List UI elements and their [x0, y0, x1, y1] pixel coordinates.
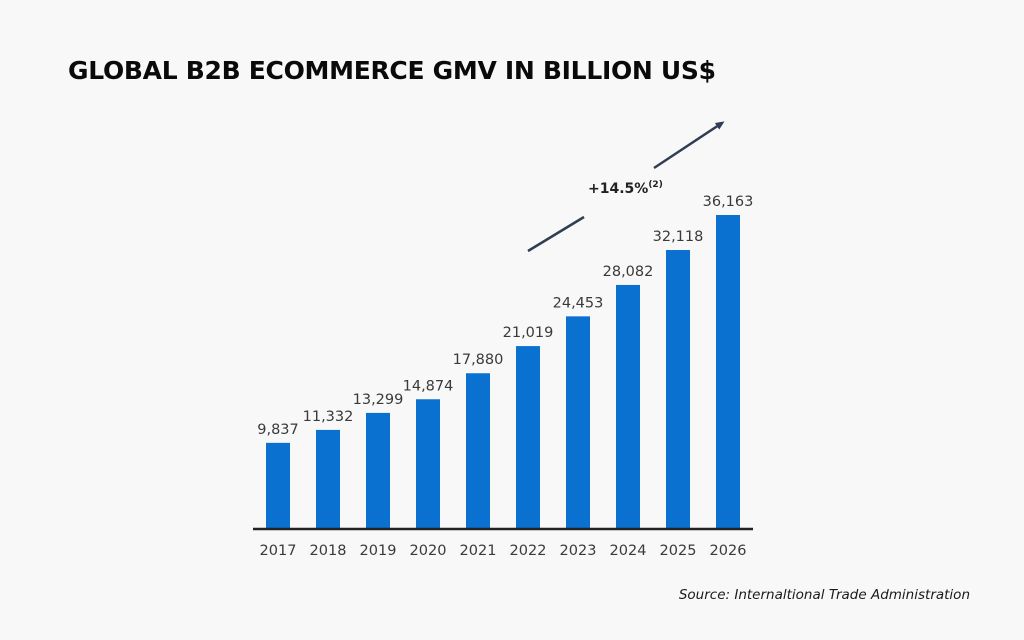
bars-group — [266, 215, 740, 529]
trend-arrow-lower-segment — [527, 215, 585, 253]
value-label-2025: 32,118 — [653, 229, 704, 245]
value-label-2024: 28,082 — [603, 264, 654, 280]
bar-2018 — [316, 429, 340, 528]
bar-2026 — [716, 215, 740, 528]
cagr-annotation: +14.5%(2) — [588, 180, 663, 197]
x-tick-label-2020: 2020 — [410, 543, 447, 559]
trend-arrow-upper-segment — [653, 121, 725, 170]
bar-2017 — [266, 442, 290, 528]
value-label-2023: 24,453 — [553, 295, 604, 311]
value-label-2018: 11,332 — [303, 409, 354, 425]
x-tick-label-2023: 2023 — [560, 543, 597, 559]
cagr-value: +14.5% — [588, 181, 648, 197]
value-label-2026: 36,163 — [703, 194, 754, 210]
bar-2025 — [666, 250, 690, 529]
value-label-2022: 21,019 — [503, 325, 554, 341]
x-tick-labels-group: 2017 2018 2019 2020 2021 2022 2023 2024 2025 2026 — [260, 543, 747, 559]
bar-2024 — [616, 284, 640, 528]
x-tick-label-2017: 2017 — [260, 543, 297, 559]
x-tick-label-2019: 2019 — [360, 543, 397, 559]
bar-2022 — [516, 346, 540, 528]
bar-2020 — [416, 399, 440, 528]
cagr-footnote: (2) — [648, 180, 663, 190]
x-tick-label-2021: 2021 — [460, 543, 497, 559]
value-label-2017: 9,837 — [257, 422, 299, 438]
value-label-2020: 14,874 — [403, 378, 454, 394]
value-label-2021: 17,880 — [453, 352, 504, 368]
x-tick-label-2025: 2025 — [660, 543, 697, 559]
x-tick-label-2026: 2026 — [710, 543, 747, 559]
bar-2023 — [566, 316, 590, 528]
x-tick-label-2024: 2024 — [610, 543, 647, 559]
bar-2019 — [366, 412, 390, 528]
source-note: Source: Internaltional Trade Administrat… — [678, 587, 970, 603]
x-tick-label-2018: 2018 — [310, 543, 347, 559]
x-tick-label-2022: 2022 — [510, 543, 547, 559]
chart-title: GLOBAL B2B ECOMMERCE GMV IN BILLION US$ — [68, 56, 716, 85]
bar-2021 — [466, 373, 490, 528]
value-label-2019: 13,299 — [353, 392, 404, 408]
